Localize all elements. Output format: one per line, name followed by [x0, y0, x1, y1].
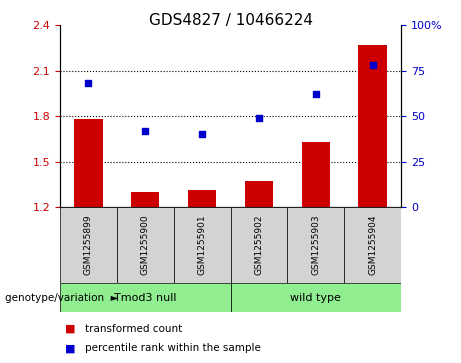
- Bar: [245, 181, 273, 207]
- Text: ■: ■: [65, 343, 75, 354]
- Point: [142, 128, 149, 134]
- Point: [198, 131, 206, 137]
- Text: GSM1255904: GSM1255904: [368, 215, 377, 275]
- Text: wild type: wild type: [290, 293, 341, 303]
- Bar: [287, 207, 344, 283]
- Bar: [74, 119, 102, 207]
- Bar: [117, 207, 174, 283]
- Bar: [230, 207, 287, 283]
- Point: [85, 81, 92, 86]
- Bar: [60, 207, 117, 283]
- Text: percentile rank within the sample: percentile rank within the sample: [85, 343, 261, 354]
- Bar: [230, 283, 401, 312]
- Text: GSM1255903: GSM1255903: [311, 215, 320, 276]
- Bar: [188, 190, 216, 207]
- Point: [369, 62, 376, 68]
- Text: ■: ■: [65, 323, 75, 334]
- Bar: [301, 142, 330, 207]
- Bar: [131, 192, 160, 207]
- Text: GSM1255900: GSM1255900: [141, 215, 150, 276]
- Bar: [60, 283, 230, 312]
- Text: genotype/variation  ►: genotype/variation ►: [5, 293, 118, 303]
- Text: GDS4827 / 10466224: GDS4827 / 10466224: [148, 13, 313, 28]
- Bar: [174, 207, 230, 283]
- Point: [312, 91, 319, 97]
- Text: GSM1255899: GSM1255899: [84, 215, 93, 276]
- Bar: [344, 207, 401, 283]
- Text: Tmod3 null: Tmod3 null: [114, 293, 177, 303]
- Bar: [358, 45, 387, 207]
- Point: [255, 115, 263, 121]
- Text: transformed count: transformed count: [85, 323, 183, 334]
- Text: GSM1255901: GSM1255901: [198, 215, 207, 276]
- Text: GSM1255902: GSM1255902: [254, 215, 263, 275]
